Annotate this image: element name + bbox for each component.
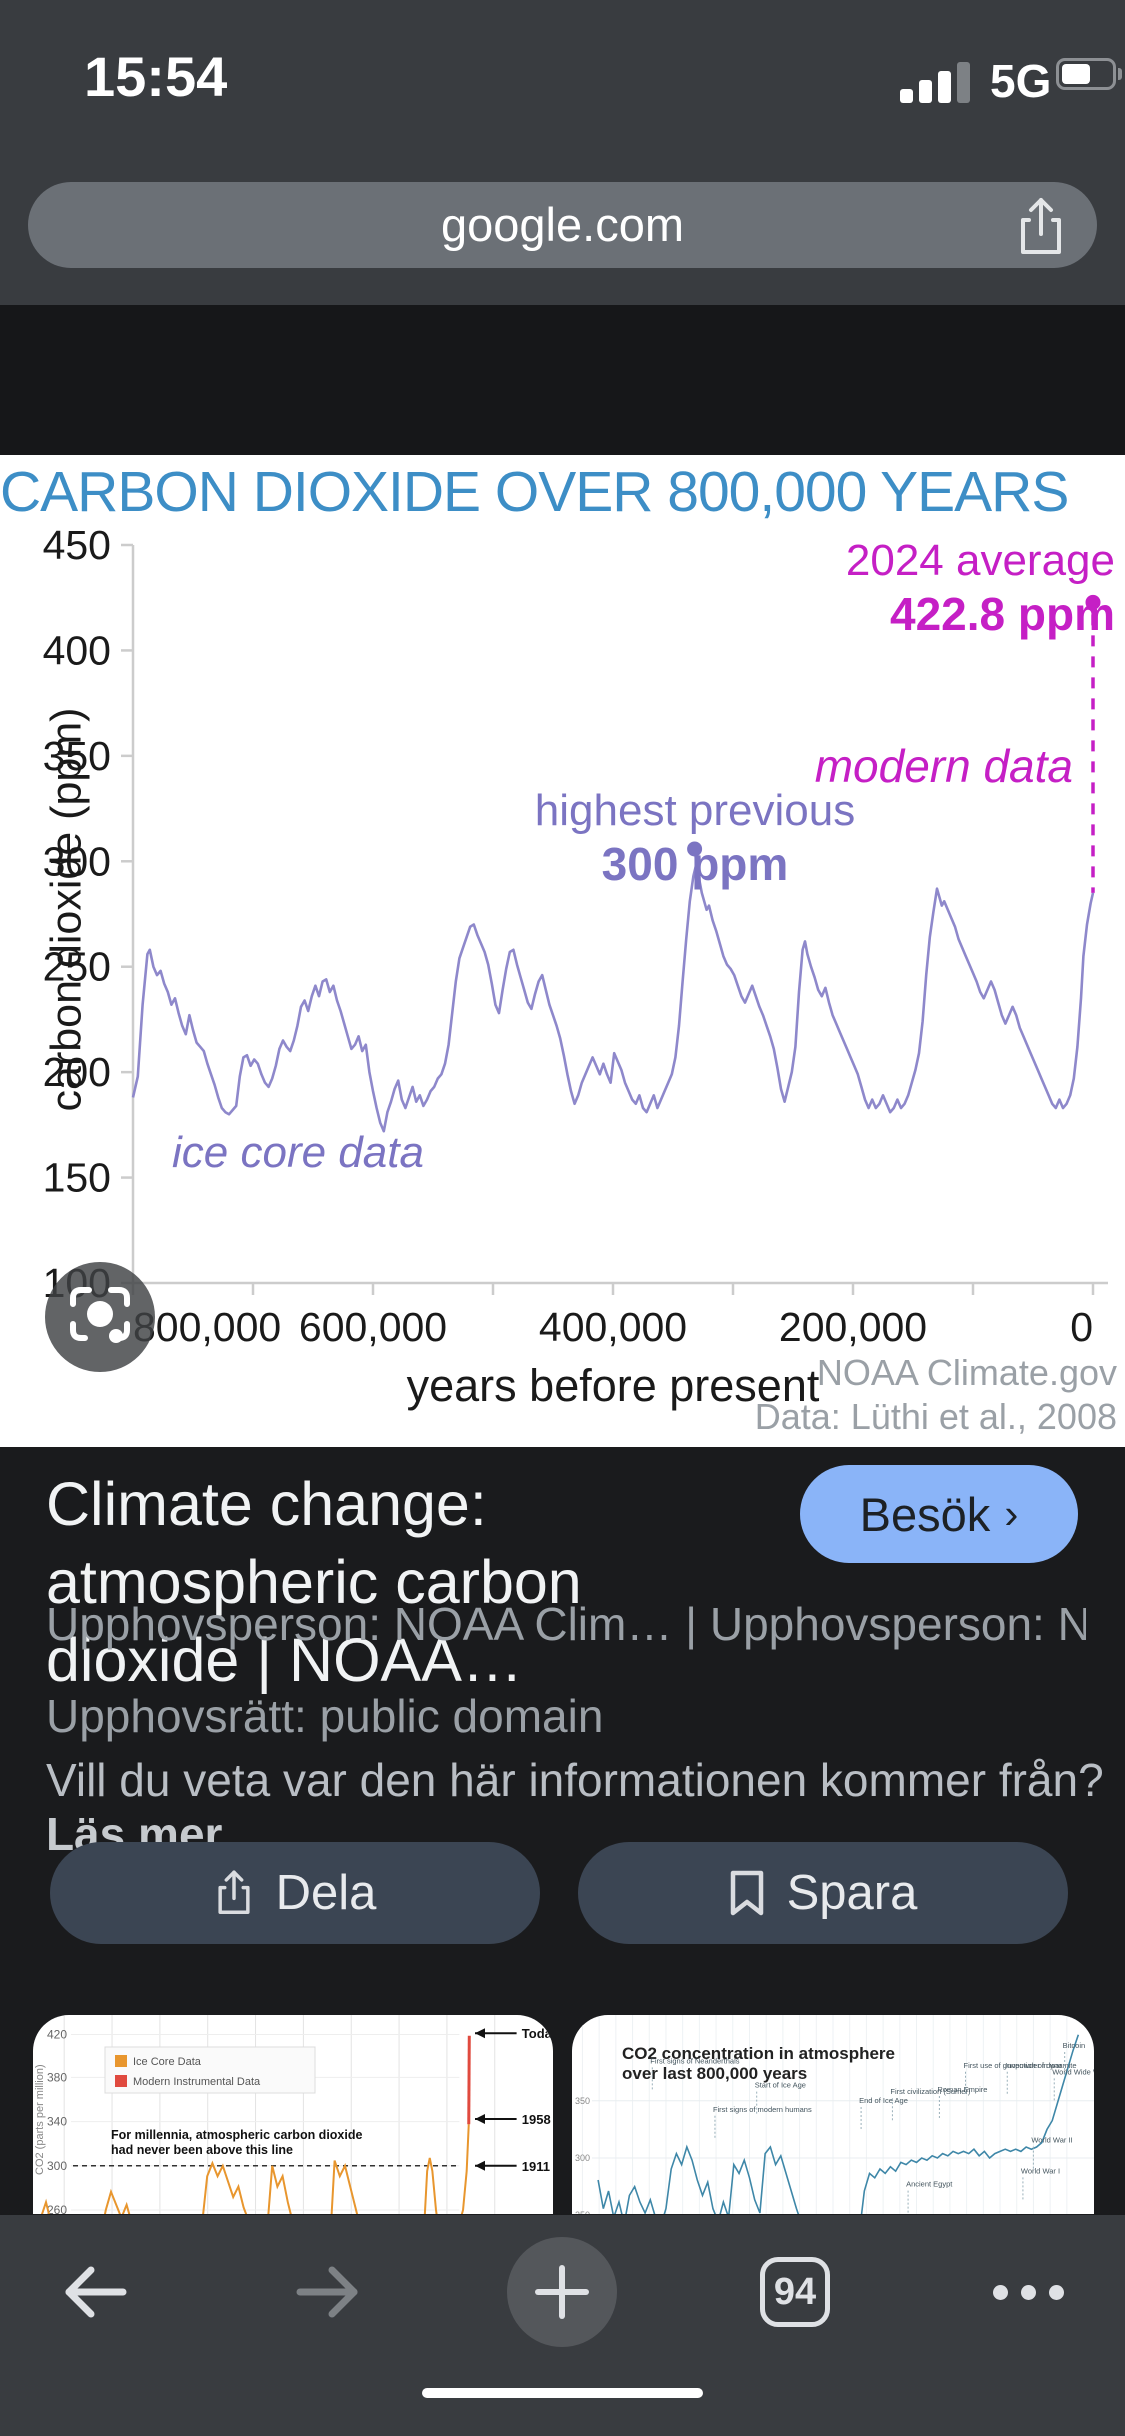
save-button[interactable]: Spara bbox=[578, 1842, 1068, 1944]
chevron-right-icon: › bbox=[1004, 1490, 1019, 1537]
svg-text:Ice Core Data: Ice Core Data bbox=[133, 2056, 202, 2068]
menu-button[interactable] bbox=[973, 2237, 1083, 2347]
svg-text:300: 300 bbox=[43, 838, 111, 884]
svg-text:0: 0 bbox=[1070, 1304, 1093, 1350]
network-type-label: 5G bbox=[990, 55, 1052, 107]
y-axis-title: carbon dioxide (ppm) bbox=[42, 707, 91, 1112]
svg-text:World War II: World War II bbox=[1031, 2136, 1072, 2145]
svg-text:800,000: 800,000 bbox=[133, 1304, 281, 1350]
annotation-2024-average: 2024 average 422.8 ppm bbox=[845, 536, 1115, 640]
svg-text:340: 340 bbox=[47, 2115, 67, 2129]
svg-text:200: 200 bbox=[43, 1049, 111, 1095]
svg-text:First civilization (Sumer): First civilization (Sumer) bbox=[890, 2087, 971, 2096]
tab-switcher-button[interactable]: 94 bbox=[740, 2237, 850, 2347]
svg-text:300: 300 bbox=[47, 2159, 67, 2173]
share-icon[interactable] bbox=[1015, 196, 1067, 263]
svg-text:First use of gunpowder in war: First use of gunpowder in war bbox=[964, 2061, 1063, 2070]
image-content: CARBON DIOXIDE OVER 800,000 YEARS 450 400… bbox=[0, 455, 1125, 1447]
home-indicator[interactable] bbox=[422, 2388, 703, 2398]
url-text: google.com bbox=[441, 198, 684, 251]
svg-text:420: 420 bbox=[47, 2028, 67, 2042]
related-image-thumbnail-1[interactable]: 420 380 340 300 260 CO2 (parts per million) Ic… bbox=[33, 2015, 553, 2214]
svg-text:300: 300 bbox=[575, 2153, 590, 2163]
x-axis-title: years before present bbox=[406, 1360, 820, 1411]
lens-camera-icon bbox=[70, 1287, 130, 1343]
svg-text:200,000: 200,000 bbox=[779, 1304, 927, 1350]
svg-text:Modern Instrumental Data: Modern Instrumental Data bbox=[133, 2076, 261, 2088]
svg-text:1911: 1911 bbox=[522, 2159, 550, 2174]
bookmark-icon bbox=[730, 1870, 763, 1916]
related-image-thumbnail-2[interactable]: 350 300 250 CO2 concentration in atmosphere… bbox=[572, 2015, 1094, 2214]
svg-text:Bitcoin: Bitcoin bbox=[1063, 2041, 1086, 2050]
browser-top-chrome: 15:54 5G google.com bbox=[0, 0, 1125, 305]
tab-count: 94 bbox=[773, 2270, 817, 2313]
browser-bottom-toolbar: 94 bbox=[0, 2215, 1125, 2436]
svg-text:CO2 (parts per million): CO2 (parts per million) bbox=[34, 2064, 46, 2175]
svg-text:250: 250 bbox=[575, 2210, 590, 2214]
annotation-modern-data: modern data bbox=[814, 740, 1073, 792]
chart-title: CARBON DIOXIDE OVER 800,000 YEARS bbox=[0, 460, 1069, 524]
svg-text:First signs of Neanderthals: First signs of Neanderthals bbox=[650, 2056, 739, 2065]
svg-text:End of Ice Age: End of Ice Age bbox=[859, 2096, 908, 2105]
result-title: Climate change: atmospheric carbon dioxi… bbox=[46, 1470, 582, 1695]
svg-text:600,000: 600,000 bbox=[299, 1304, 447, 1350]
chart-attribution: NOAA Climate.gov Data: Lüthi et al., 200… bbox=[754, 1352, 1117, 1437]
svg-text:1958: 1958 bbox=[522, 2112, 551, 2127]
svg-text:For millennia, atmospheric car: For millennia, atmospheric carbon dioxid… bbox=[111, 2128, 362, 2142]
annotation-ice-core-data: ice core data bbox=[172, 1128, 424, 1177]
svg-text:World War I: World War I bbox=[1021, 2166, 1060, 2175]
copyright-line: Upphovsrätt: public domain bbox=[46, 1690, 604, 1742]
svg-text:400: 400 bbox=[43, 627, 111, 673]
share-icon bbox=[218, 1870, 250, 1914]
clock: 15:54 bbox=[84, 45, 228, 108]
author-byline: Upphovsperson: NOAA Clim… | Upphovsperso… bbox=[46, 1598, 1086, 1650]
svg-text:Roman Empire: Roman Empire bbox=[937, 2085, 987, 2094]
svg-text:260: 260 bbox=[47, 2203, 67, 2214]
new-tab-button[interactable] bbox=[507, 2237, 617, 2347]
svg-text:350: 350 bbox=[575, 2096, 590, 2106]
svg-text:450: 450 bbox=[43, 522, 111, 568]
svg-text:World Wide Web: World Wide Web bbox=[1052, 2067, 1094, 2076]
visit-button[interactable]: Besök › bbox=[800, 1465, 1078, 1563]
svg-text:250: 250 bbox=[43, 944, 111, 990]
signal-icon bbox=[900, 62, 970, 103]
image-viewer-header: NOAA Climate ✕ bbox=[0, 305, 1125, 733]
url-bar[interactable]: google.com bbox=[28, 182, 1097, 268]
svg-text:350: 350 bbox=[43, 733, 111, 779]
svg-text:had never been above this line: had never been above this line bbox=[111, 2143, 293, 2157]
battery-icon bbox=[1056, 58, 1116, 90]
svg-text:Invention of dynamite: Invention of dynamite bbox=[1005, 2061, 1076, 2070]
svg-text:CO2 concentration in atmospher: CO2 concentration in atmosphere bbox=[622, 2044, 895, 2063]
svg-text:First signs of modern humans: First signs of modern humans bbox=[713, 2105, 812, 2114]
forward-button[interactable] bbox=[273, 2237, 383, 2347]
svg-text:380: 380 bbox=[47, 2070, 67, 2084]
annotation-highest-previous: highest previous 300 ppm bbox=[534, 786, 856, 890]
svg-text:Ancient Egypt: Ancient Egypt bbox=[906, 2180, 953, 2189]
back-button[interactable] bbox=[40, 2237, 150, 2347]
svg-text:150: 150 bbox=[43, 1155, 111, 1201]
svg-text:Start of Ice Age: Start of Ice Age bbox=[755, 2081, 806, 2090]
google-lens-button[interactable] bbox=[45, 1262, 155, 1372]
svg-text:400,000: 400,000 bbox=[539, 1304, 687, 1350]
svg-text:Today: Today bbox=[522, 2026, 553, 2041]
image-info-panel: Climate change: atmospheric carbon dioxi… bbox=[0, 1447, 1125, 2215]
svg-text:over last 800,000 years: over last 800,000 years bbox=[622, 2064, 807, 2083]
battery-nub bbox=[1118, 68, 1122, 80]
share-button[interactable]: Dela bbox=[50, 1842, 540, 1944]
ellipsis-icon bbox=[992, 2284, 1064, 2300]
